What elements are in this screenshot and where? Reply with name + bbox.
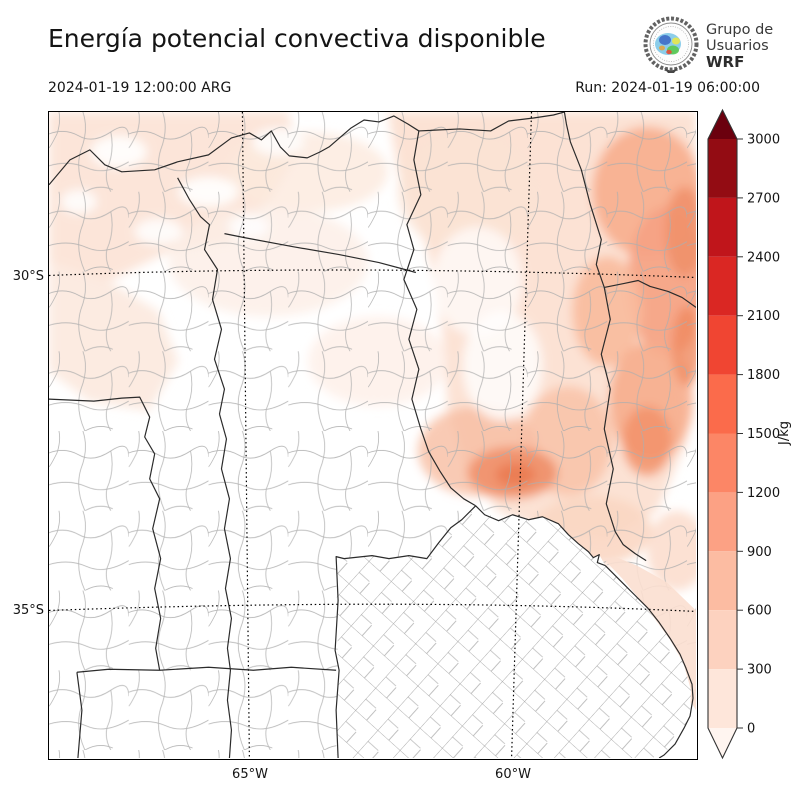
colorbar-tick-marks [737,138,743,729]
lat-label-35s: 35°S [12,603,44,618]
graticule-gridlines [49,112,696,758]
buenos-aires-partidos-mesh [336,505,694,758]
globe-emblem-icon [643,16,699,73]
map-frame [48,111,698,760]
page-title: Energía potencial convectiva disponible [48,24,546,53]
colorbar-bins [708,139,737,728]
cb-tick: 600 [747,604,772,619]
colorbar-under-arrow [708,728,737,758]
wrf-users-group-logo [638,10,798,78]
lon-label-65w: 65°W [232,767,268,782]
cb-tick: 1200 [747,486,780,501]
cb-tick: 3000 [747,133,780,148]
cb-tick: 2400 [747,250,780,265]
logo-line-2: Usuarios [706,38,769,54]
cb-tick: 0 [747,722,755,737]
cape-map-canvas [49,112,696,758]
cb-tick: 900 [747,545,772,560]
colorbar-unit-label: J/kg [777,421,792,446]
cb-tick: 2100 [747,309,780,324]
colorbar-canvas: 3000 2700 2400 2100 1800 1500 1200 900 6… [707,108,792,760]
logo-text: Grupo de Usuarios WRF [706,22,773,70]
cb-tick: 2700 [747,191,780,206]
lon-label-60w: 60°W [495,767,531,782]
cb-tick: 1500 [747,427,780,442]
lat-label-30s: 30°S [12,269,44,284]
colorbar: 3000 2700 2400 2100 1800 1500 1200 900 6… [700,100,800,780]
rio-de-la-plata-shading [602,557,696,723]
province-boundaries [49,112,696,758]
cb-tick: 1800 [747,368,780,383]
colorbar-over-arrow [708,110,737,139]
colorbar-tick-labels: 3000 2700 2400 2100 1800 1500 1200 900 6… [747,133,780,737]
cb-tick: 300 [747,663,772,678]
valid-time-label: 2024-01-19 12:00:00 ARG [48,80,232,96]
logo-line-1: Grupo de [706,22,774,38]
logo-line-3: WRF [706,53,745,71]
coastal-water [659,702,696,758]
run-time-label: Run: 2024-01-19 06:00:00 [575,80,760,96]
